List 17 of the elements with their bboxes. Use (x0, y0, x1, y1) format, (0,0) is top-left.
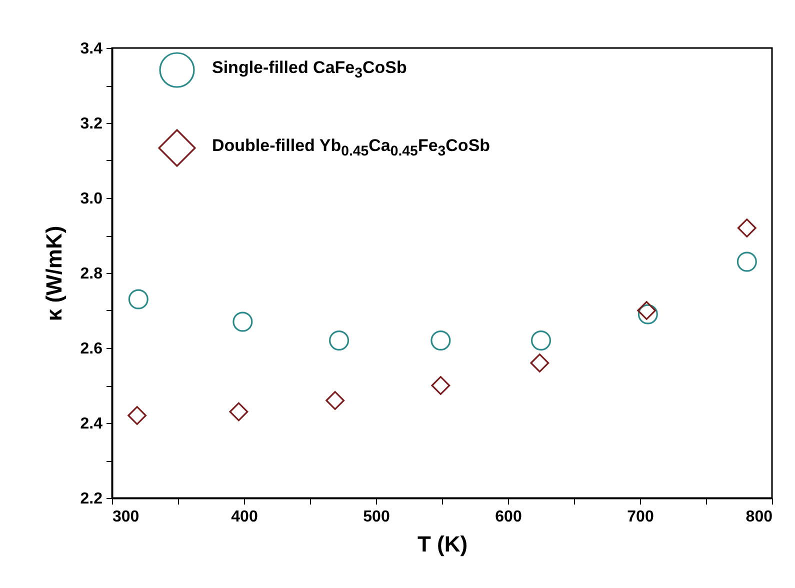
x-tick-label: 500 (363, 508, 390, 526)
x-tick-label: 800 (746, 508, 773, 526)
x-tick-label: 300 (112, 508, 140, 526)
y-tick-label: 3.0 (80, 190, 103, 208)
x-tick-label: 400 (231, 508, 258, 526)
y-tick-label: 2.6 (80, 340, 103, 358)
x-axis-title: T (K) (417, 532, 468, 556)
y-tick-label: 2.2 (80, 490, 103, 508)
y-tick-label: 2.8 (80, 266, 103, 282)
x-tick-label: 600 (495, 508, 522, 526)
x-tick-label: 700 (627, 508, 654, 526)
y-axis-title: κ (W/mK) (41, 226, 66, 322)
y-tick-label: 2.4 (80, 416, 103, 432)
legend-label: Single-filled CaFe$_{3}$CoSb (212, 58, 407, 82)
y-tick-label: 3.4 (80, 40, 103, 58)
y-tick-label: 3.2 (80, 116, 103, 132)
legend-label: Double-filled Yb$_{0.45}$Ca$_{0.45}$Fe$_{3}$CoSb (212, 136, 490, 160)
